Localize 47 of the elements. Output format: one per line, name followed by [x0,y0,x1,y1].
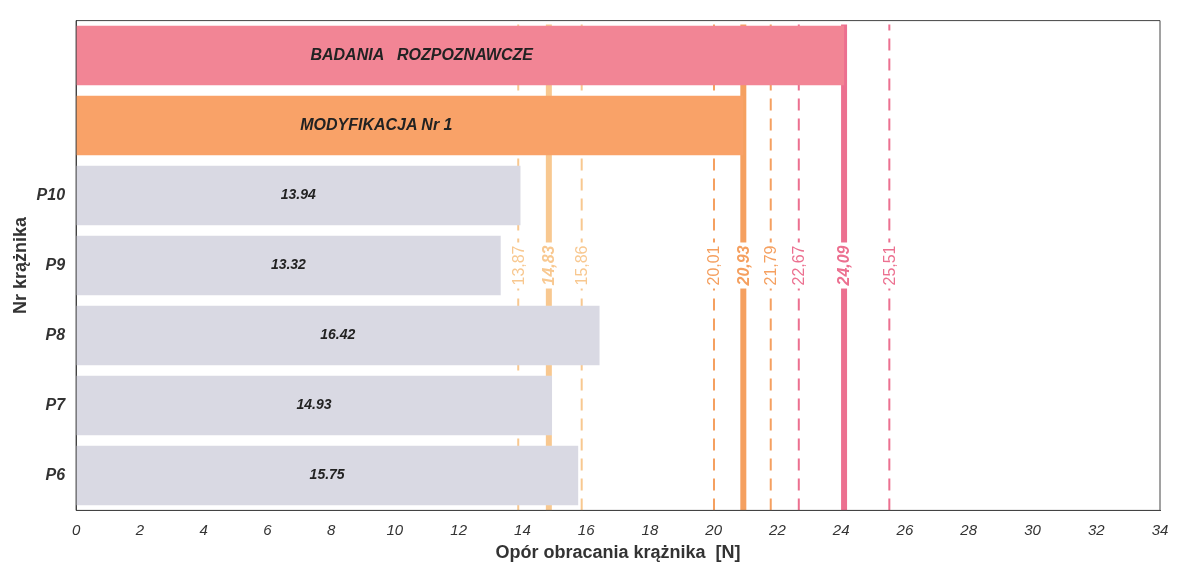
ref-line-label: 20,01 [705,245,723,286]
x-tick-label: 24 [831,520,850,538]
ref-line-label: 22,67 [790,245,808,286]
y-tick-label: P9 [45,255,66,273]
x-tick-label: 0 [71,520,81,538]
x-tick-label: 26 [895,520,914,538]
bar [76,25,845,86]
x-tick-label: 6 [263,520,273,538]
ref-line-label: 25,51 [880,245,898,286]
y-tick-label: P6 [45,465,66,483]
data-label: 16.42 [320,326,356,343]
ref-line-label: 21,79 [762,245,780,286]
x-tick-label: 14 [514,520,531,538]
x-tick-label: 30 [1024,520,1042,538]
y-tick-label: P10 [36,185,66,203]
ref-line-label: 15,86 [573,245,591,286]
x-tick-label: 20 [704,520,723,538]
data-label: 14.93 [296,396,332,413]
data-label: 15.75 [309,466,345,483]
ref-line-label: 14,83 [540,245,558,286]
x-tick-label: 12 [450,520,468,538]
y-tick-label: P7 [45,395,67,413]
x-tick-label: 2 [134,520,145,538]
annotation: MODYFIKACJA Nr 1 [300,115,453,133]
x-tick-label: 22 [768,520,787,538]
bar [76,305,600,366]
ref-line-label: 13,87 [509,245,527,286]
ref-line-label: 20,93 [734,245,752,287]
x-tick-label: 34 [1151,520,1169,538]
x-tick-label: 16 [577,520,596,538]
data-label: 13.32 [270,256,307,273]
ref-line-label: 24,09 [835,245,853,287]
x-tick-label: 8 [326,520,336,538]
bar [76,375,553,436]
annotation: BADANIA ROZPOZNAWCZE [310,45,535,63]
x-tick-label: 28 [959,520,978,538]
bar [76,445,579,506]
x-tick-label: 18 [641,520,659,538]
bar [76,235,501,296]
x-tick-label: 10 [386,520,404,538]
x-axis-title: Opór obracania krążnika [N] [495,542,741,563]
data-label: 13.94 [280,186,316,203]
bar [76,165,521,226]
x-tick-label: 32 [1087,520,1106,538]
y-axis-title: Nr krążnika [9,215,30,315]
y-tick-label: P8 [45,325,66,343]
x-tick-label: 4 [199,520,208,538]
